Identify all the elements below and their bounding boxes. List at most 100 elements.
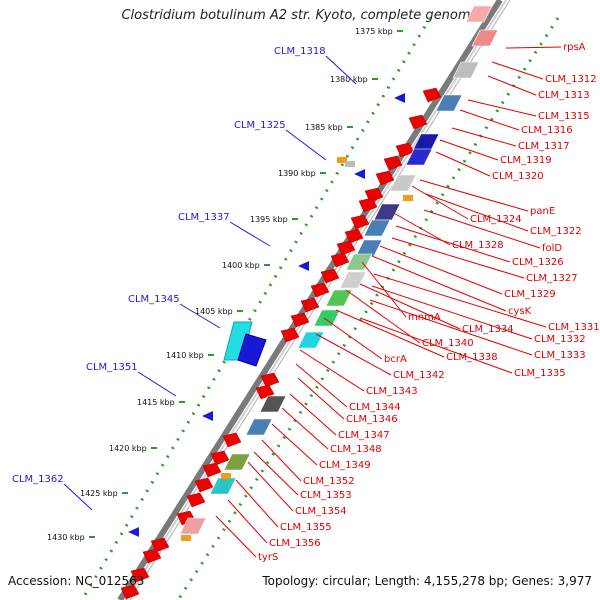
- gene-label-right: CLM_1353: [300, 490, 352, 501]
- reverse-gene-arrow: [394, 93, 405, 103]
- forward-gene-arrow: [255, 384, 275, 400]
- callout-line: [285, 129, 327, 161]
- gene-feature-box: [405, 148, 433, 166]
- scale-label: 1430 kbp: [47, 533, 85, 542]
- scale-label: 1400 kbp: [222, 261, 260, 270]
- gene-feature-box: [355, 239, 383, 257]
- scale-label: 1420 kbp: [109, 444, 147, 453]
- gene-label-right: CLM_1348: [330, 444, 382, 455]
- gene-label-right: tyrS: [258, 552, 278, 563]
- scale-label: 1405 kbp: [195, 307, 233, 316]
- gene-label-right: CLM_1326: [512, 257, 564, 268]
- gene-label-right: CLM_1331: [548, 322, 600, 333]
- callout-line: [391, 237, 525, 279]
- callout-line: [335, 309, 445, 358]
- forward-gene-arrow: [383, 155, 403, 171]
- forward-gene-arrow: [290, 312, 310, 328]
- callout-line: [295, 363, 348, 408]
- callout-line: [235, 479, 279, 528]
- gene-feature-box: [452, 61, 480, 79]
- callout-line: [379, 245, 503, 295]
- small-feature: [345, 161, 355, 167]
- gene-label-right: CLM_1334: [462, 324, 514, 335]
- gene-label-left: CLM_1351: [86, 362, 138, 373]
- forward-gene-arrow: [150, 537, 170, 553]
- callout-line: [281, 407, 329, 450]
- gene-feature-box: [259, 395, 287, 413]
- scale-label: 1380 kbp: [330, 75, 368, 84]
- gene-label-left: CLM_1325: [234, 120, 286, 131]
- gene-label-left: CLM_1345: [128, 294, 180, 305]
- forward-gene-arrow: [408, 114, 428, 130]
- forward-gene-arrow: [422, 87, 442, 103]
- left-gene-callouts: CLM_1318 CLM_1325 CLM_1337 CLM_1345 CLM_1351…: [12, 46, 357, 511]
- gene-label-right: CLM_1315: [538, 111, 590, 122]
- gene-feature-box: [389, 174, 417, 192]
- right-gene-callouts: rpsA CLM_1312 CLM_1313 CLM_1315 CLM_1316 CLM_…: [215, 42, 600, 563]
- gene-label-right: panE: [530, 206, 555, 217]
- callout-line: [487, 75, 537, 96]
- callout-line: [423, 209, 541, 249]
- gene-label-right: rpsA: [563, 42, 586, 53]
- callout-line: [63, 483, 93, 511]
- scale-track-outer: [80, 17, 432, 600]
- reverse-gene-arrow: [354, 169, 365, 179]
- gene-label-right: CLM_1317: [518, 141, 570, 152]
- accession-label: Accession: NC_012563: [8, 574, 145, 588]
- callout-line: [467, 99, 537, 117]
- gene-label-right: CLM_1320: [492, 171, 544, 182]
- callout-line: [253, 451, 299, 496]
- scale-label: 1395 kbp: [250, 215, 288, 224]
- forward-gene-arrow: [320, 268, 340, 284]
- gene-label-right: CLM_1333: [534, 350, 586, 361]
- gene-feature-box: [179, 517, 207, 535]
- gene-feature-box: [373, 203, 401, 221]
- callout-line: [247, 461, 294, 512]
- scale-label: 1385 kbp: [305, 123, 343, 132]
- forward-gene-arrow: [375, 170, 395, 186]
- forward-gene-arrow: [260, 372, 280, 388]
- callout-line: [451, 127, 517, 147]
- forward-gene-arrow: [202, 462, 222, 478]
- callout-line: [271, 423, 318, 466]
- callout-line: [371, 255, 507, 312]
- small-feature: [403, 195, 413, 201]
- forward-gene-arrow: [194, 477, 214, 493]
- map-title: Clostridium botulinum A2 str. Kyoto, com…: [121, 8, 479, 23]
- gene-label-right: cysK: [508, 306, 532, 317]
- gene-label-right: CLM_1346: [346, 414, 398, 425]
- callout-line: [227, 499, 268, 544]
- callout-line: [345, 289, 421, 344]
- gene-label-left: CLM_1318: [274, 46, 326, 57]
- gene-feature-box: [297, 331, 325, 349]
- callout-line: [325, 55, 357, 85]
- gene-label-right: mnmA: [408, 312, 441, 323]
- gene-label-right: CLM_1329: [504, 289, 556, 300]
- callout-line: [289, 393, 337, 436]
- forward-gene-arrow: [142, 548, 162, 564]
- gene-label-right: CLM_1332: [534, 334, 586, 345]
- gene-feature-box: [313, 309, 341, 327]
- gene-feature-box: [345, 253, 373, 271]
- forward-gene-arrow: [350, 214, 370, 230]
- small-feature: [337, 157, 347, 163]
- gene-feature-box: [471, 29, 499, 47]
- callout-line: [323, 317, 383, 360]
- callout-line: [179, 303, 221, 329]
- gene-label-right: CLM_1327: [526, 273, 578, 284]
- callout-line: [491, 61, 544, 80]
- callout-line: [297, 377, 345, 420]
- callout-line: [435, 151, 491, 177]
- scale-label: 1390 kbp: [278, 169, 316, 178]
- callout-line: [395, 225, 511, 263]
- gene-label-right: CLM_1356: [269, 538, 321, 549]
- forward-gene-arrow: [358, 197, 378, 213]
- gene-label-right: CLM_1342: [393, 370, 445, 381]
- gene-label-right: CLM_1354: [295, 506, 347, 517]
- gene-label-right: CLM_1349: [319, 460, 371, 471]
- callout-line: [359, 317, 513, 374]
- gene-label-right: bcrA: [384, 354, 407, 365]
- forward-gene-arrow: [330, 252, 350, 268]
- callout-line: [137, 371, 177, 397]
